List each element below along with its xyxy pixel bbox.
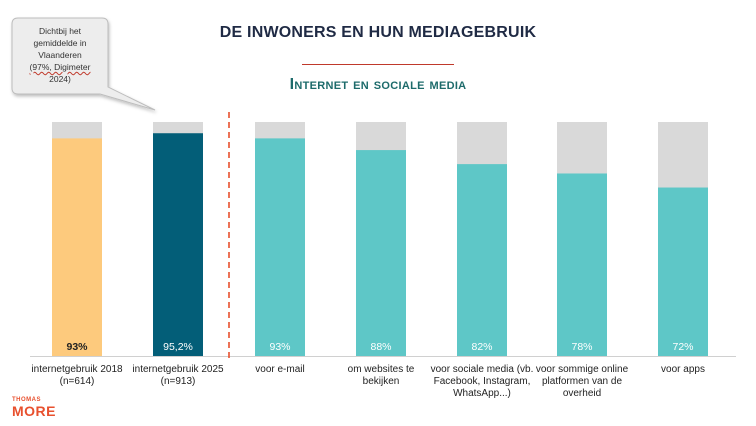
bar-7 [658, 187, 708, 356]
callout-text: Dichtbij het gemiddelde in Vlaanderen (9… [20, 25, 100, 85]
bar-3 [255, 138, 305, 356]
category-label: voor sociale media (vb. [431, 364, 534, 375]
category-label: Facebook, Instagram, [434, 376, 531, 387]
logo-line-1: THOMAS [12, 397, 41, 403]
category-label: voor sommige online [536, 364, 629, 375]
category-label: om websites te [348, 364, 415, 375]
bar-5 [457, 164, 507, 356]
category-label: internetgebruik 2025 [132, 364, 224, 375]
value-label: 72% [672, 341, 693, 353]
callout-line: (97%, Digimeter [29, 62, 91, 72]
category-label: WhatsApp...) [453, 388, 511, 399]
bar-4 [356, 150, 406, 356]
callout-line: Dichtbij het [38, 26, 82, 36]
category-label: platformen van de [542, 376, 622, 387]
category-label: voor e-mail [255, 364, 304, 375]
callout-line: 2024) [49, 74, 71, 84]
callout-line: Vlaanderen [38, 50, 82, 60]
page-subtitle: Internet en sociale media [289, 76, 467, 93]
value-label: 93% [269, 341, 290, 353]
category-label: overheid [563, 388, 601, 399]
thomas-more-logo: THOMAS MORE [12, 397, 56, 418]
category-label: bekijken [363, 376, 400, 387]
value-label: 88% [370, 341, 391, 353]
value-label: 78% [571, 341, 592, 353]
bar-6 [557, 173, 607, 356]
category-label: internetgebruik 2018 [31, 364, 123, 375]
bar-2 [153, 133, 203, 356]
category-label: voor apps [661, 364, 705, 375]
value-label: 93% [66, 341, 88, 353]
value-label: 82% [471, 341, 492, 353]
page-title: DE INWONERS EN HUN MEDIAGEBRUIK [219, 24, 537, 41]
bar-1 [52, 138, 102, 356]
logo-line-2: MORE [12, 403, 56, 419]
category-label: (n=614) [60, 376, 95, 387]
callout-bubble: Dichtbij het gemiddelde in Vlaanderen (9… [0, 0, 200, 120]
callout-shape [11, 17, 156, 111]
category-label: (n=913) [161, 376, 196, 387]
title-divider [302, 64, 454, 65]
callout-line: gemiddelde in [33, 38, 87, 48]
value-label: 95,2% [163, 341, 193, 353]
